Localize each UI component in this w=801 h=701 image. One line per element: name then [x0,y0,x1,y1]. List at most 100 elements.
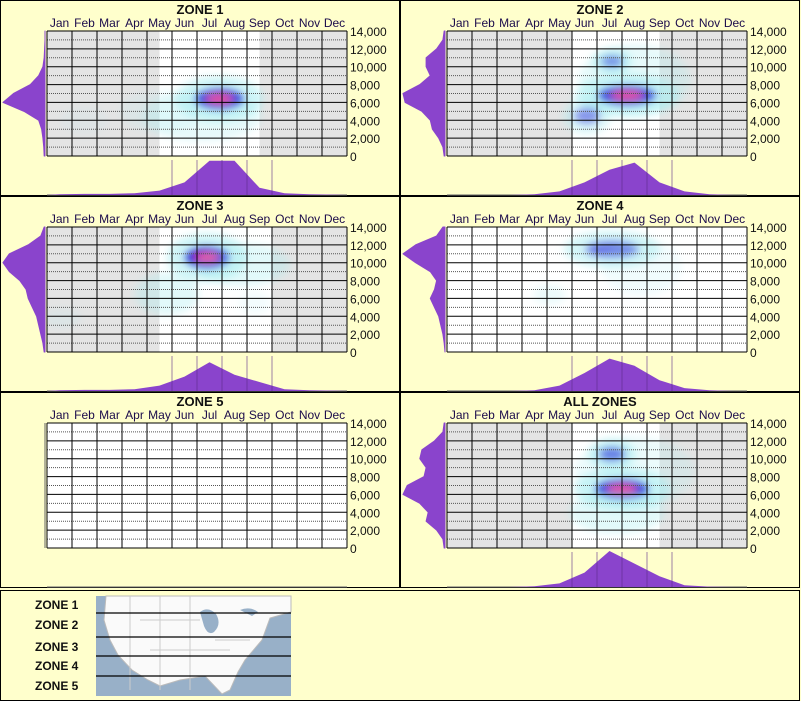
month-label: Dec [324,212,345,226]
month-label: Jan [450,408,469,422]
month-label: Apr [125,212,144,226]
elevation-label: 10,000 [750,453,787,467]
month-label: Feb [74,16,95,30]
month-label: Oct [275,408,294,422]
month-label: Jun [175,16,194,30]
month-label: Aug [624,212,645,226]
month-label: Sep [249,212,271,226]
month-label: Jan [450,16,469,30]
month-label: Jul [602,408,617,422]
month-label: Sep [249,408,271,422]
elevation-label: 8,000 [750,471,780,485]
zone-panel: ALL ZONES Jan Feb Mar Apr May Jun Jul Aug Sep Oct N… [400,392,800,588]
month-label: Sep [249,16,271,30]
month-label: Apr [525,16,544,30]
month-label: Apr [125,16,144,30]
zone-panel: ZONE 4 Jan Feb Mar Apr May Jun Jul Aug Sep Oct Nov D… [400,196,800,392]
elevation-label: 4,000 [350,114,380,128]
panel-title: ZONE 5 [177,394,224,409]
zone-panel: ZONE 5 Jan Feb Mar Apr May Jun Jul Aug Sep Oct Nov D… [0,392,400,588]
elevation-label: 0 [750,150,757,164]
month-label: Mar [99,408,120,422]
elevation-label: 0 [350,150,357,164]
legend-panel [0,590,800,701]
elevation-label: 4,000 [750,506,780,520]
panel-title: ZONE 4 [577,198,625,213]
heat-low [47,308,82,329]
elevation-label: 2,000 [750,132,780,146]
month-label: Jun [575,212,594,226]
map-great-lakes [200,608,258,634]
heat-low [194,243,290,286]
elevation-label: 14,000 [750,25,787,39]
elevation-label: 12,000 [750,435,787,449]
month-label: Jun [575,408,594,422]
legend-zone-2: ZONE 2 [35,618,79,632]
month-label: Jul [602,16,617,30]
elevation-label: 14,000 [350,25,387,39]
elevation-label: 10,000 [750,257,787,271]
elevation-label: 0 [350,542,357,556]
elevation-label: 14,000 [750,417,787,431]
month-label: Sep [649,408,671,422]
legend-zone-5: ZONE 5 [35,679,79,693]
panel-title: ZONE 1 [177,2,224,17]
elevation-density [2,226,46,353]
panel-title: ZONE 2 [577,2,624,17]
month-label: Apr [125,408,144,422]
month-label: Apr [525,408,544,422]
heat-low [602,238,682,296]
month-label: Dec [724,408,745,422]
elevation-label: 2,000 [350,132,380,146]
month-label: Feb [74,408,95,422]
elevation-label: 6,000 [350,96,380,110]
month-label: Dec [324,408,345,422]
month-label: Aug [224,408,245,422]
elevation-label: 2,000 [750,524,780,538]
elevation-label: 14,000 [350,417,387,431]
month-label: Jul [602,212,617,226]
month-label: Nov [699,408,720,422]
month-label: Dec [324,16,345,30]
month-label: May [548,408,571,422]
month-label: Jan [50,16,69,30]
elevation-label: 6,000 [750,292,780,306]
month-label: Feb [74,212,95,226]
elevation-label: 2,000 [350,328,380,342]
elevation-label: 2,000 [750,328,780,342]
elevation-label: 14,000 [350,221,387,235]
month-label: Sep [649,212,671,226]
elevation-label: 8,000 [350,275,380,289]
elevation-label: 2,000 [350,524,380,538]
heat-low [135,272,199,316]
month-label: Jun [175,212,194,226]
elevation-label: 12,000 [350,43,387,57]
elevation-label: 12,000 [750,239,787,253]
elevation-label: 10,000 [350,257,387,271]
month-label: Nov [299,408,320,422]
elevation-label: 6,000 [350,488,380,502]
month-label: May [548,212,571,226]
month-label: Oct [675,408,694,422]
elevation-label: 8,000 [350,79,380,93]
month-label: Jul [202,408,217,422]
heat-low [574,436,695,508]
panel-title: ZONE 3 [177,198,224,213]
legend-zone-4: ZONE 4 [35,659,79,673]
month-label: Nov [699,16,720,30]
elevation-density [402,422,446,549]
month-label: Jan [50,212,69,226]
elevation-density [2,30,46,157]
month-label: Oct [675,16,694,30]
heat-low [533,284,566,305]
month-label: Feb [474,212,495,226]
month-label: Aug [224,16,245,30]
elevation-label: 12,000 [750,43,787,57]
elevation-label: 0 [750,346,757,360]
elevation-label: 8,000 [350,471,380,485]
month-label: Nov [299,16,320,30]
month-label: May [148,16,171,30]
month-label: Aug [624,16,645,30]
